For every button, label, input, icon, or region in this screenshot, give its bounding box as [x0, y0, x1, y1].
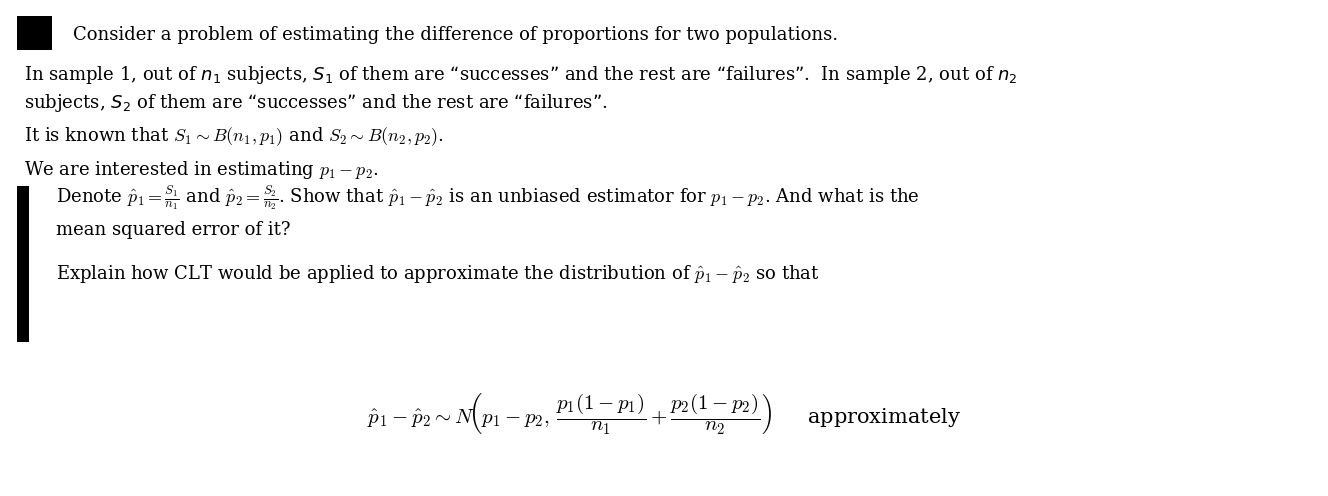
Text: In sample 1, out of $n_1$ subjects, $S_1$ of them are “successes” and the rest a: In sample 1, out of $n_1$ subjects, $S_1…	[24, 64, 1017, 86]
Text: Consider a problem of estimating the difference of proportions for two populatio: Consider a problem of estimating the dif…	[73, 26, 838, 44]
Text: mean squared error of it?: mean squared error of it?	[56, 221, 291, 239]
Text: Denote $\hat{p}_1 = \frac{S_1}{n_1}$ and $\hat{p}_2 = \frac{S_2}{n_2}$. Show tha: Denote $\hat{p}_1 = \frac{S_1}{n_1}$ and…	[56, 184, 919, 213]
Text: It is known that $S_1 \sim B(n_1, p_1)$ and $S_2 \sim B(n_2, p_2)$.: It is known that $S_1 \sim B(n_1, p_1)$ …	[24, 125, 444, 148]
Text: Explain how CLT would be applied to approximate the distribution of $\hat{p}_1 -: Explain how CLT would be applied to appr…	[56, 263, 819, 285]
Text: $\hat{p}_1 - \hat{p}_2 \sim N\!\left( p_1 - p_2,\, \dfrac{p_1(1-p_1)}{n_1} + \df: $\hat{p}_1 - \hat{p}_2 \sim N\!\left( p_…	[367, 392, 961, 436]
Text: subjects, $S_2$ of them are “successes” and the rest are “failures”.: subjects, $S_2$ of them are “successes” …	[24, 92, 607, 114]
Text: We are interested in estimating $p_1 - p_2$.: We are interested in estimating $p_1 - p…	[24, 159, 378, 181]
